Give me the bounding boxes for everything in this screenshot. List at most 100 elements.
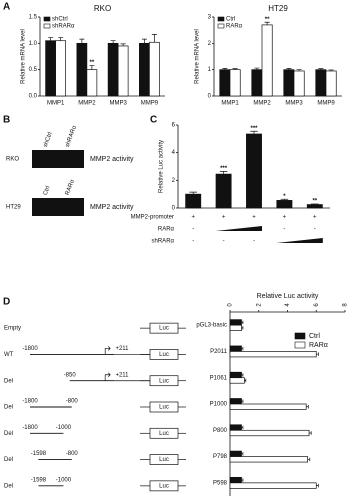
start-label: -1598 — [31, 451, 47, 457]
error-bar — [250, 130, 258, 134]
construct-label: Del — [4, 405, 13, 411]
construct-label: Del — [4, 378, 13, 384]
x-tick-label: MMP2 — [78, 101, 96, 107]
end-label: +211 — [115, 372, 129, 378]
error-bar — [286, 68, 292, 70]
panel-label: D — [3, 297, 10, 308]
ramp — [276, 238, 323, 243]
condition-label: RARα — [158, 227, 175, 233]
condition-sign: - — [192, 239, 194, 245]
condition-sign: - — [314, 227, 316, 233]
bar — [261, 24, 273, 97]
x-tick-label: 0 — [228, 303, 234, 307]
tss-arrow — [104, 372, 111, 381]
reporter-label: Luc — [159, 483, 169, 489]
x-tick-label: 4 — [285, 303, 291, 307]
gel-image — [32, 198, 84, 216]
bar — [229, 371, 242, 379]
error-bar — [316, 483, 319, 488]
x-tick-label: MMP9 — [141, 101, 159, 107]
end-label: +211 — [115, 346, 129, 352]
error-bar — [151, 34, 157, 43]
construct-label: Del — [4, 457, 13, 463]
reporter-label: Luc — [159, 378, 169, 384]
chart-title: Relative Luc activity — [257, 293, 319, 300]
error-bar — [110, 40, 116, 44]
bar — [45, 40, 56, 97]
reporter-label: Luc — [159, 326, 169, 332]
bar — [229, 477, 242, 484]
bar — [229, 69, 241, 97]
bar — [283, 69, 295, 97]
error-bar — [241, 425, 244, 430]
reporter-label: Luc — [159, 352, 169, 358]
condition-sign: - — [253, 239, 255, 245]
bar — [229, 450, 242, 457]
bar — [276, 200, 293, 209]
y-tick-label: 0.0 — [29, 94, 38, 100]
assay-label: MMP2 activity — [90, 156, 134, 163]
panel-label: A — [3, 2, 10, 13]
error-bar — [241, 326, 244, 330]
x-tick-label: 8 — [343, 303, 349, 307]
x-tick-label: MMP2 — [253, 101, 271, 107]
error-bar — [89, 65, 95, 70]
x-tick-label: MMP1 — [47, 101, 65, 107]
x-tick-label: MMP1 — [221, 101, 239, 107]
y-tick-label: 0.5 — [29, 67, 38, 73]
condition-sign: - — [223, 239, 225, 245]
end-label: -1000 — [56, 425, 72, 431]
reporter-label: Luc — [159, 405, 169, 411]
y-tick-label: 1 — [208, 67, 212, 73]
significance: *** — [220, 166, 228, 172]
y-tick-label: 3 — [208, 15, 212, 21]
error-bar — [244, 378, 247, 383]
error-bar — [316, 352, 319, 356]
bar — [325, 70, 337, 97]
panel-label: B — [3, 115, 10, 126]
error-bar — [254, 67, 260, 70]
y-tick-label: P798 — [213, 454, 228, 460]
legend-label: Ctrl — [226, 17, 235, 23]
error-bar — [241, 452, 244, 456]
start-label: -1800 — [22, 346, 38, 352]
chart-title: RKO — [94, 4, 111, 13]
y-tick-label: P1000 — [210, 402, 228, 408]
y-tick-label: P598 — [213, 480, 228, 486]
error-bar — [311, 203, 319, 205]
error-bar — [120, 43, 126, 46]
condition-sign: + — [222, 215, 226, 221]
end-label: -800 — [66, 451, 79, 457]
error-bar — [48, 37, 54, 41]
legend-label: Ctrl — [309, 333, 320, 340]
bar — [293, 70, 305, 97]
significance: ** — [312, 199, 317, 205]
legend-label: shRARα — [52, 24, 75, 30]
x-tick-label: MMP9 — [317, 101, 335, 107]
tss-arrow — [104, 346, 111, 355]
y-tick-label: P1061 — [210, 375, 228, 381]
y-tick-label: pGL3-basic — [196, 323, 227, 329]
chart-title: HT29 — [268, 4, 288, 13]
y-axis-label: Relative mRNA level — [21, 29, 27, 84]
significance: ** — [90, 60, 95, 66]
construct-label: Empty — [4, 326, 21, 332]
gel-image — [32, 150, 84, 168]
start-label: -1800 — [22, 399, 38, 405]
lane-label: shRARα — [65, 125, 79, 149]
error-bar — [241, 320, 244, 325]
bar — [251, 69, 263, 97]
error-bar — [318, 68, 324, 70]
x-tick-label: 2 — [256, 303, 262, 307]
bar — [229, 403, 307, 410]
condition-label: shRARα — [152, 239, 175, 245]
y-tick-label: 6 — [172, 123, 176, 129]
bar — [107, 42, 119, 97]
error-bar — [296, 69, 302, 71]
bar — [229, 324, 242, 331]
y-axis-label: Relative Luc activity — [159, 140, 165, 193]
error-bar — [309, 431, 312, 435]
y-tick-label: 2 — [208, 41, 212, 47]
legend-label: RARα — [309, 342, 328, 349]
legend-label: RARα — [226, 24, 243, 30]
